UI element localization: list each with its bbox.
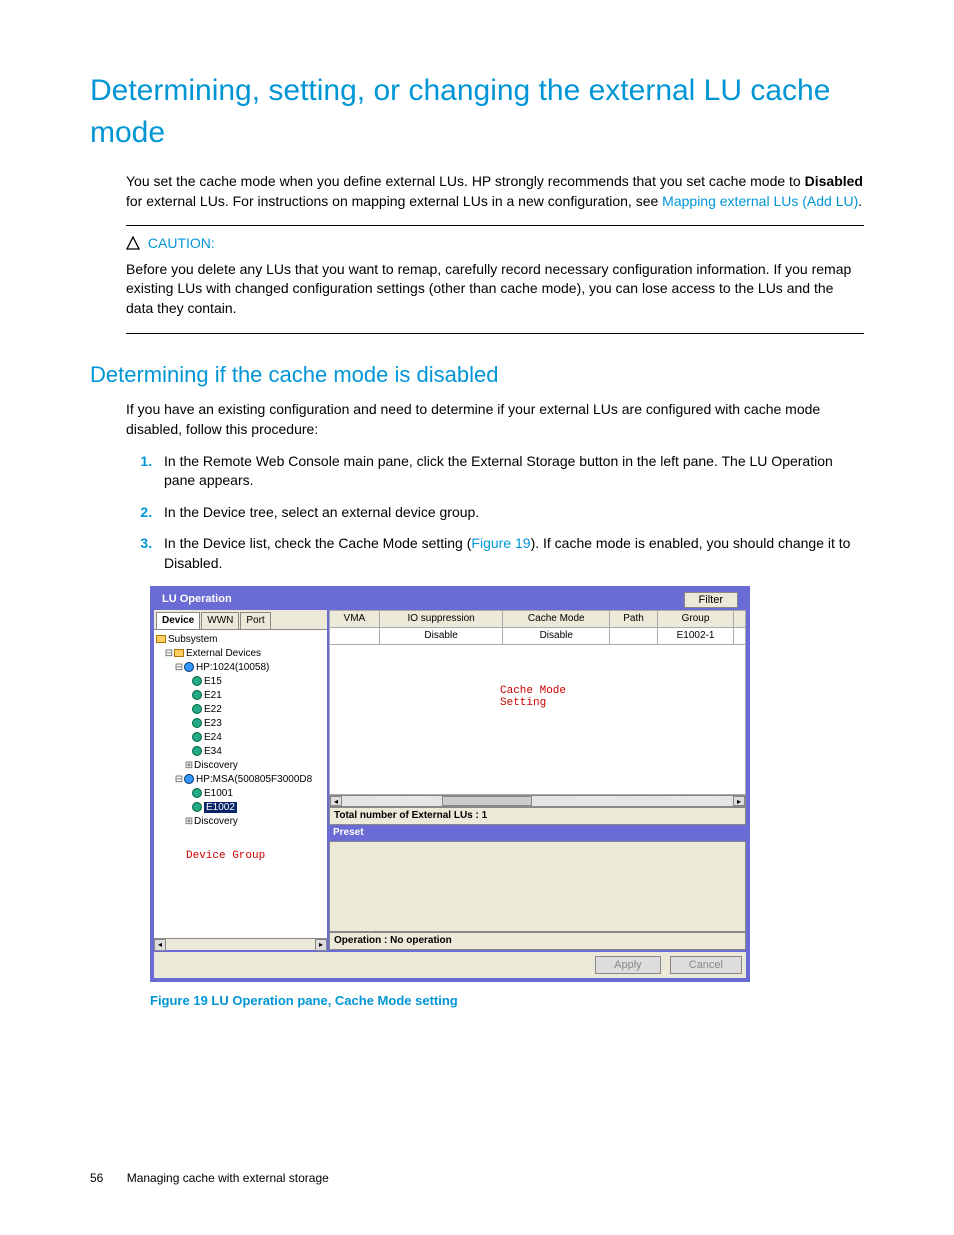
tab-port[interactable]: Port xyxy=(240,612,270,629)
figure-wrap: LU Operation Filter Device WWN Port Subs… xyxy=(150,586,864,1010)
intro-bold: Disabled xyxy=(805,173,863,189)
cache-mode-callout: Cache Mode Setting xyxy=(500,685,566,709)
tree-discovery-1[interactable]: Discovery xyxy=(194,760,238,771)
tab-device-label: Device xyxy=(162,615,194,626)
page-number: 56 xyxy=(90,1171,103,1185)
tree-subsystem[interactable]: Subsystem xyxy=(168,634,217,645)
tree-body[interactable]: Subsystem ⊟External Devices ⊟HP:1024(100… xyxy=(154,630,327,938)
callout-line1: Cache Mode xyxy=(500,685,566,697)
section-title: Determining if the cache mode is disable… xyxy=(90,360,864,391)
step3-mid3: ). If cache mode is enabled, you should … xyxy=(531,535,851,551)
apply-button[interactable]: Apply xyxy=(595,956,661,974)
intro-paragraph: You set the cache mode when you define e… xyxy=(126,172,864,211)
step-2: In the Device tree, select an external d… xyxy=(156,503,864,523)
col-vma[interactable]: VMA xyxy=(330,610,380,627)
total-bar: Total number of External LUs : 1 xyxy=(329,807,746,825)
step3-mid1: list, check the xyxy=(246,535,339,551)
step1-pre: In the Remote Web Console main pane, cli… xyxy=(164,453,471,469)
tree-e34[interactable]: E34 xyxy=(204,746,222,757)
tree-e24[interactable]: E24 xyxy=(204,732,222,743)
step3-end: . xyxy=(218,555,222,571)
col-cache[interactable]: Cache Mode xyxy=(503,610,610,627)
col-path[interactable]: Path xyxy=(610,610,658,627)
intro-link[interactable]: Mapping external LUs (Add LU) xyxy=(662,193,858,209)
grid-hscroll[interactable]: ◂▸ xyxy=(329,795,746,807)
window-titlebar: LU Operation Filter xyxy=(154,590,746,610)
callout-line2: Setting xyxy=(500,697,546,709)
operation-bar: Operation : No operation xyxy=(329,932,746,950)
step-1: In the Remote Web Console main pane, cli… xyxy=(156,452,864,491)
caution-text: Before you delete any LUs that you want … xyxy=(126,260,864,319)
cell-io: Disable xyxy=(379,627,503,644)
figure-caption: Figure 19 LU Operation pane, Cache Mode … xyxy=(150,992,864,1010)
step2-pre: In the xyxy=(164,504,203,520)
caution-icon xyxy=(126,236,140,250)
tree-e1002-selected[interactable]: E1002 xyxy=(204,802,237,813)
tree-hp2[interactable]: HP:MSA(500805F3000D8 xyxy=(196,774,312,785)
grid: VMA IO suppression Cache Mode Path Group… xyxy=(329,610,746,645)
col-io[interactable]: IO suppression xyxy=(379,610,503,627)
table-row[interactable]: Disable Disable E1002-1 xyxy=(330,627,746,644)
list-pane: VMA IO suppression Cache Mode Path Group… xyxy=(329,610,746,950)
page-title: Determining, setting, or changing the ex… xyxy=(90,70,864,154)
tree-e21[interactable]: E21 xyxy=(204,690,222,701)
caution-label: CAUTION: xyxy=(148,235,215,251)
grid-body-area: Cache Mode Setting xyxy=(329,645,746,795)
intro-text-post: for external LUs. For instructions on ma… xyxy=(126,193,662,209)
step-3: In the Device list, check the Cache Mode… xyxy=(156,534,864,573)
step3-b3: Disabled xyxy=(164,555,218,571)
cancel-button[interactable]: Cancel xyxy=(670,956,742,974)
tree-e22[interactable]: E22 xyxy=(204,704,222,715)
step3-pre: In the xyxy=(164,535,203,551)
step3-b2: Cache Mode xyxy=(338,535,417,551)
tree-e23[interactable]: E23 xyxy=(204,718,222,729)
chapter-title: Managing cache with external storage xyxy=(127,1171,329,1185)
window-title: LU Operation xyxy=(162,592,232,607)
preset-body xyxy=(329,841,746,932)
procedure-steps: In the Remote Web Console main pane, cli… xyxy=(150,452,864,574)
step2-post: tree, select an external device group. xyxy=(246,504,479,520)
step3-mid2: setting ( xyxy=(418,535,472,551)
step2-bold: Device xyxy=(203,504,246,520)
tree-hp1[interactable]: HP:1024(10058) xyxy=(196,662,269,673)
caution-heading: CAUTION: xyxy=(126,234,864,254)
step3-link[interactable]: Figure 19 xyxy=(471,535,530,551)
intro-end: . xyxy=(858,193,862,209)
step1-bold: External Storage xyxy=(471,453,575,469)
step3-b1: Device xyxy=(203,535,246,551)
preset-bar: Preset xyxy=(329,825,746,841)
window-footer: Apply Cancel xyxy=(154,950,746,978)
col-scroll xyxy=(734,610,746,627)
section-intro: If you have an existing configuration an… xyxy=(126,400,864,439)
cell-cache: Disable xyxy=(503,627,610,644)
tree-pane: Device WWN Port Subsystem ⊟External Devi… xyxy=(154,610,329,950)
tree-callout-label: Device Group xyxy=(186,849,325,863)
cell-vma xyxy=(330,627,380,644)
col-group[interactable]: Group xyxy=(658,610,734,627)
cell-group: E1002-1 xyxy=(658,627,734,644)
tab-device[interactable]: Device xyxy=(156,612,200,629)
tab-wwn[interactable]: WWN xyxy=(201,612,239,629)
tree-external-devices[interactable]: External Devices xyxy=(186,648,261,659)
tree-discovery-2[interactable]: Discovery xyxy=(194,816,238,827)
tree-e1001[interactable]: E1001 xyxy=(204,788,233,799)
filter-button[interactable]: Filter xyxy=(684,592,738,608)
cell-path xyxy=(610,627,658,644)
cell-scroll xyxy=(734,627,746,644)
page-footer: 56 Managing cache with external storage xyxy=(90,1170,864,1187)
caution-box: CAUTION: Before you delete any LUs that … xyxy=(126,225,864,333)
screenshot-lu-operation: LU Operation Filter Device WWN Port Subs… xyxy=(150,586,750,982)
intro-text-pre: You set the cache mode when you define e… xyxy=(126,173,805,189)
tree-hscroll[interactable]: ◂▸ xyxy=(154,938,327,950)
tree-e15[interactable]: E15 xyxy=(204,676,222,687)
